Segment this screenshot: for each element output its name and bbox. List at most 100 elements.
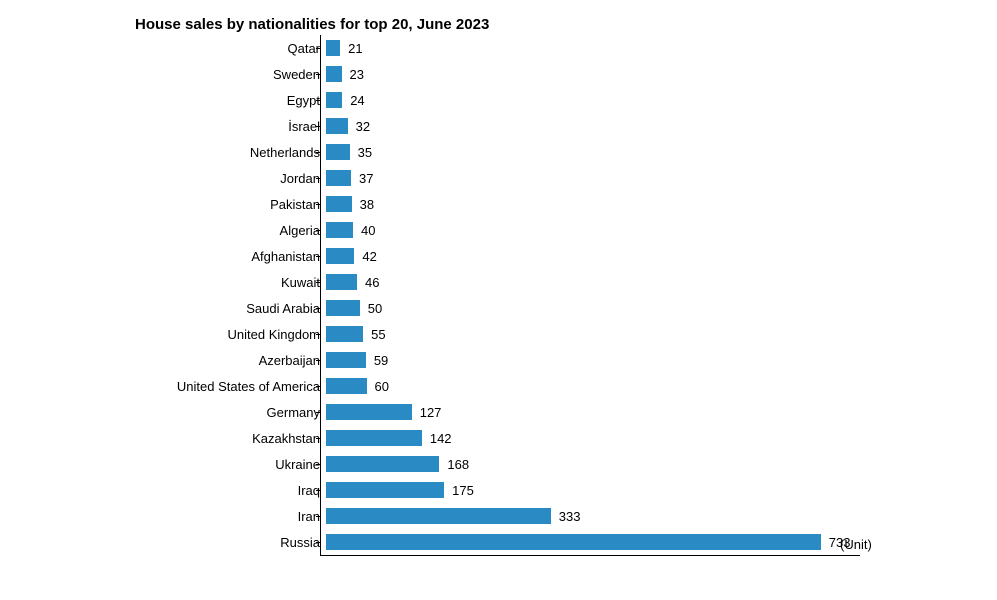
bar-row: Afghanistan 42 bbox=[0, 248, 997, 264]
category-label: Saudi Arabia bbox=[0, 301, 326, 316]
y-tick bbox=[316, 152, 320, 153]
value-label: 142 bbox=[422, 431, 452, 446]
bar-row: Algeria 40 bbox=[0, 222, 997, 238]
bar bbox=[326, 40, 340, 56]
bar bbox=[326, 378, 367, 394]
y-tick bbox=[316, 178, 320, 179]
y-tick bbox=[316, 334, 320, 335]
bar bbox=[326, 404, 412, 420]
category-label: Ukraine bbox=[0, 457, 326, 472]
bar bbox=[326, 196, 352, 212]
bar-row: United States of America 60 bbox=[0, 378, 997, 394]
bar-chart: House sales by nationalities for top 20,… bbox=[0, 0, 997, 600]
bar-row: Iran 333 bbox=[0, 508, 997, 524]
bar bbox=[326, 534, 821, 550]
y-tick bbox=[316, 230, 320, 231]
bar-row: Iraq 175 bbox=[0, 482, 997, 498]
unit-label: (Unit) bbox=[840, 537, 872, 552]
category-label: Pakistan bbox=[0, 197, 326, 212]
bar bbox=[326, 482, 444, 498]
bar-row: Sweden 23 bbox=[0, 66, 997, 82]
y-tick bbox=[316, 412, 320, 413]
category-label: Iran bbox=[0, 509, 326, 524]
value-label: 40 bbox=[353, 223, 375, 238]
bar bbox=[326, 66, 342, 82]
y-tick bbox=[316, 360, 320, 361]
y-tick bbox=[316, 490, 320, 491]
bar bbox=[326, 300, 360, 316]
value-label: 60 bbox=[367, 379, 389, 394]
bar-row: Egypt 24 bbox=[0, 92, 997, 108]
y-tick bbox=[316, 74, 320, 75]
value-label: 46 bbox=[357, 275, 379, 290]
bar-row: Azerbaijan 59 bbox=[0, 352, 997, 368]
category-label: Kuwait bbox=[0, 275, 326, 290]
bar-row: Saudi Arabia 50 bbox=[0, 300, 997, 316]
y-tick bbox=[316, 282, 320, 283]
category-label: Azerbaijan bbox=[0, 353, 326, 368]
bar bbox=[326, 144, 350, 160]
value-label: 333 bbox=[551, 509, 581, 524]
bar-row: İsrael 32 bbox=[0, 118, 997, 134]
value-label: 127 bbox=[412, 405, 442, 420]
category-label: Russia bbox=[0, 535, 326, 550]
y-tick bbox=[316, 438, 320, 439]
bar-row: Kazakhstan 142 bbox=[0, 430, 997, 446]
y-axis bbox=[320, 35, 321, 555]
value-label: 23 bbox=[342, 67, 364, 82]
bar bbox=[326, 456, 439, 472]
y-tick bbox=[316, 464, 320, 465]
value-label: 21 bbox=[340, 41, 362, 56]
bar bbox=[326, 222, 353, 238]
bar bbox=[326, 326, 363, 342]
category-label: Sweden bbox=[0, 67, 326, 82]
category-label: Jordan bbox=[0, 171, 326, 186]
value-label: 38 bbox=[352, 197, 374, 212]
category-label: United Kingdom bbox=[0, 327, 326, 342]
bar-row: Ukraine 168 bbox=[0, 456, 997, 472]
y-tick bbox=[316, 308, 320, 309]
value-label: 42 bbox=[354, 249, 376, 264]
value-label: 37 bbox=[351, 171, 373, 186]
chart-title: House sales by nationalities for top 20,… bbox=[135, 16, 489, 33]
y-tick bbox=[316, 204, 320, 205]
value-label: 24 bbox=[342, 93, 364, 108]
category-label: United States of America bbox=[0, 379, 326, 394]
x-axis bbox=[320, 555, 860, 556]
bar bbox=[326, 248, 354, 264]
y-tick bbox=[316, 516, 320, 517]
bar-row: Pakistan 38 bbox=[0, 196, 997, 212]
bar bbox=[326, 430, 422, 446]
y-tick bbox=[316, 542, 320, 543]
category-label: Iraq bbox=[0, 483, 326, 498]
y-tick bbox=[316, 48, 320, 49]
value-label: 50 bbox=[360, 301, 382, 316]
y-tick bbox=[316, 100, 320, 101]
category-label: Afghanistan bbox=[0, 249, 326, 264]
y-tick bbox=[316, 256, 320, 257]
category-label: Qatar bbox=[0, 41, 326, 56]
bar bbox=[326, 352, 366, 368]
bar-row: United Kingdom 55 bbox=[0, 326, 997, 342]
category-label: Egypt bbox=[0, 93, 326, 108]
y-tick bbox=[316, 386, 320, 387]
bar bbox=[326, 508, 551, 524]
value-label: 168 bbox=[439, 457, 469, 472]
value-label: 55 bbox=[363, 327, 385, 342]
bar bbox=[326, 274, 357, 290]
category-label: Algeria bbox=[0, 223, 326, 238]
value-label: 32 bbox=[348, 119, 370, 134]
category-label: Germany bbox=[0, 405, 326, 420]
value-label: 59 bbox=[366, 353, 388, 368]
bar-row: Netherlands 35 bbox=[0, 144, 997, 160]
category-label: Kazakhstan bbox=[0, 431, 326, 446]
value-label: 175 bbox=[444, 483, 474, 498]
category-label: İsrael bbox=[0, 119, 326, 134]
category-label: Netherlands bbox=[0, 145, 326, 160]
value-label: 35 bbox=[350, 145, 372, 160]
bar-row: Qatar 21 bbox=[0, 40, 997, 56]
y-tick bbox=[316, 126, 320, 127]
bar bbox=[326, 118, 348, 134]
bar bbox=[326, 92, 342, 108]
bar-row: Jordan 37 bbox=[0, 170, 997, 186]
